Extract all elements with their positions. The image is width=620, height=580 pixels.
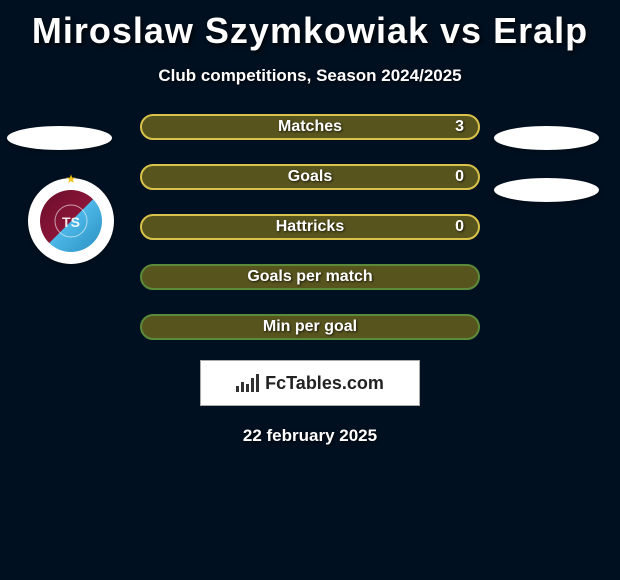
fctables-bar <box>256 374 259 392</box>
fctables-label: FcTables.com <box>265 373 384 394</box>
fctables-bar <box>241 382 244 392</box>
club-badge: ★ TS <box>28 178 114 264</box>
fctables-bar <box>251 378 254 392</box>
stat-label: Hattricks <box>142 218 478 236</box>
footer-date: 22 february 2025 <box>0 426 620 446</box>
stat-row: Goals per match <box>140 264 480 290</box>
fctables-attribution-box[interactable]: FcTables.com <box>200 360 420 406</box>
fctables-bars-icon <box>236 374 259 392</box>
stat-row: Min per goal <box>140 314 480 340</box>
club-crest-icon: TS <box>40 190 102 252</box>
stat-label: Goals per match <box>142 268 478 286</box>
player2-placeholder-oval-top <box>494 126 599 150</box>
player2-placeholder-oval-bottom <box>494 178 599 202</box>
stat-label: Min per goal <box>142 318 478 336</box>
stat-value-right: 3 <box>455 118 464 136</box>
stat-row: Matches3 <box>140 114 480 140</box>
stat-row: Goals0 <box>140 164 480 190</box>
club-star-icon: ★ <box>66 172 77 186</box>
player1-placeholder-oval-top <box>7 126 112 150</box>
svg-text:TS: TS <box>62 214 80 230</box>
stat-value-right: 0 <box>455 168 464 186</box>
stat-label: Goals <box>142 168 478 186</box>
stat-value-right: 0 <box>455 218 464 236</box>
fctables-bar <box>246 384 249 392</box>
stat-label: Matches <box>142 118 478 136</box>
page-subtitle: Club competitions, Season 2024/2025 <box>0 66 620 86</box>
fctables-bar <box>236 386 239 392</box>
stat-row: Hattricks0 <box>140 214 480 240</box>
club-crest-swirl-icon: TS <box>51 201 91 241</box>
page-title: Miroslaw Szymkowiak vs Eralp <box>0 0 620 52</box>
